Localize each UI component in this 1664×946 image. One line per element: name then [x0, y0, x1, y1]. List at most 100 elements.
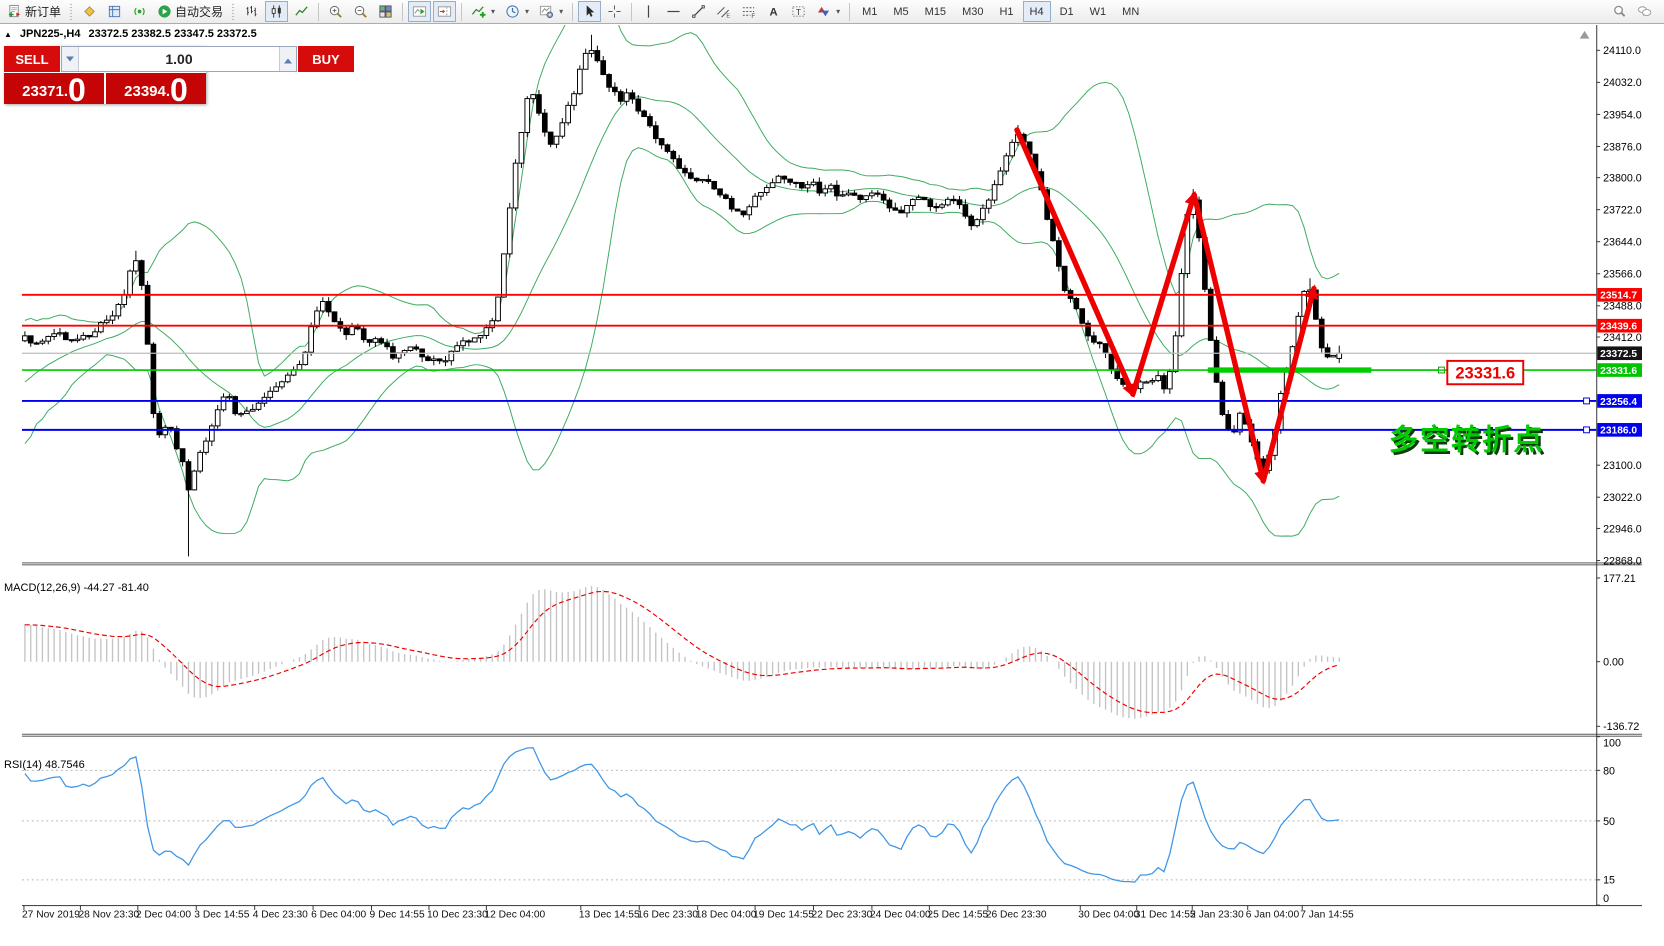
cursor-button[interactable] [578, 1, 602, 22]
collapse-triangle-icon[interactable]: ▲ [4, 29, 12, 39]
timeframe-h4-button[interactable]: H4 [1022, 1, 1051, 22]
timeframe-m30-button[interactable]: M30 [955, 1, 990, 22]
zoom-out-button[interactable] [349, 1, 372, 22]
svg-text:E: E [726, 14, 730, 19]
trade-panel-price-row: 23371. 0 23394. 0 [4, 73, 206, 104]
toolbar-separator [572, 2, 574, 21]
volume-control [61, 46, 297, 72]
svg-text:50: 50 [1603, 816, 1615, 828]
line-chart-icon [295, 6, 308, 16]
svg-text:23100.0: 23100.0 [1603, 460, 1642, 472]
signals-icon [134, 7, 145, 16]
svg-text:27 Nov 2019: 27 Nov 2019 [22, 909, 80, 920]
svg-text:22 Dec 23:30: 22 Dec 23:30 [812, 909, 873, 920]
svg-text:23412.0: 23412.0 [1603, 332, 1642, 344]
sell-price[interactable]: 23371. 0 [4, 73, 104, 104]
svg-text:23954.0: 23954.0 [1603, 109, 1642, 121]
templates-button[interactable] [535, 1, 567, 22]
indicators-icon [471, 6, 486, 18]
buy-price[interactable]: 23394. 0 [106, 73, 206, 104]
svg-text:23439.6: 23439.6 [1600, 322, 1637, 333]
cursor-icon [586, 5, 595, 17]
svg-text:177.21: 177.21 [1603, 573, 1636, 585]
rsi-line [24, 747, 1340, 883]
svg-text:6 Jan 04:00: 6 Jan 04:00 [1246, 909, 1300, 920]
svg-text:19 Dec 14:55: 19 Dec 14:55 [753, 909, 814, 920]
bar-chart-button[interactable] [240, 1, 263, 22]
trendline-button[interactable] [687, 1, 710, 22]
autoscroll-button[interactable] [408, 1, 432, 22]
one-click-trading-panel: SELL BUY 23371. 0 23394. 0 [4, 46, 354, 104]
line-chart-button[interactable] [290, 1, 313, 22]
chart-shift-button[interactable] [433, 1, 457, 22]
market-watch-icon [108, 5, 121, 18]
fibonacci-button[interactable]: F [737, 1, 760, 22]
timeframe-m1-button[interactable]: M1 [855, 1, 884, 22]
text-label-button[interactable]: T [787, 1, 810, 22]
svg-text:T: T [796, 7, 801, 17]
periods-button[interactable] [501, 1, 533, 22]
buy-price-main: 23394. [124, 83, 171, 100]
buy-button[interactable]: BUY [298, 46, 354, 72]
search-button[interactable] [1608, 1, 1631, 22]
hline-objects[interactable] [21, 293, 1597, 434]
auto-trading-button[interactable]: 自动交易 [153, 1, 227, 22]
hline-handle[interactable] [1583, 426, 1590, 434]
svg-text:6 Dec 04:00: 6 Dec 04:00 [311, 909, 366, 920]
arrows-button[interactable] [812, 1, 844, 22]
price-annotation[interactable]: 23331.6 [1371, 359, 1525, 386]
timeframe-d1-button[interactable]: D1 [1053, 1, 1081, 22]
chart-window: 23331.6 多空转折点 多空转折点 24110.0 24032.0 23954.0 23… [0, 25, 1664, 946]
vertical-line-button[interactable] [637, 1, 660, 22]
cn-annotation-text[interactable]: 多空转折点 [1389, 423, 1545, 456]
zoom-out-icon [354, 5, 367, 18]
svg-text:23331.6: 23331.6 [1600, 366, 1637, 377]
svg-text:25 Dec 14:55: 25 Dec 14:55 [927, 909, 988, 920]
text-button[interactable]: A [762, 1, 785, 22]
candlestick-chart-button[interactable] [265, 1, 289, 22]
candlestick-chart-icon [271, 5, 281, 18]
trend-arrow[interactable] [1191, 192, 1268, 485]
svg-text:23800.0: 23800.0 [1603, 173, 1642, 185]
crosshair-button[interactable] [603, 1, 626, 22]
svg-text:23256.4: 23256.4 [1600, 397, 1637, 408]
horizontal-line-button[interactable] [662, 1, 685, 22]
volume-decrease-button[interactable] [62, 47, 79, 71]
volume-input[interactable] [79, 47, 279, 71]
bollinger-bands [24, 25, 1340, 537]
svg-text:23722.0: 23722.0 [1603, 205, 1642, 217]
svg-text:24110.0: 24110.0 [1603, 45, 1641, 57]
trend-arrow[interactable] [1260, 284, 1319, 484]
svg-text:12 Dec 04:00: 12 Dec 04:00 [484, 909, 545, 920]
svg-text:0.00: 0.00 [1603, 657, 1624, 669]
indicators-button[interactable] [467, 1, 499, 22]
rsi-label: RSI(14) 48.7546 [4, 759, 85, 771]
timeframe-h1-button[interactable]: H1 [992, 1, 1020, 22]
hline-handle[interactable] [1583, 397, 1590, 405]
vertical-line-icon [647, 5, 650, 18]
market-watch-button[interactable] [103, 1, 126, 22]
new-order-button[interactable]: 新订单 [3, 1, 65, 22]
trend-arrow[interactable] [1014, 127, 1136, 398]
toolbar-separator [849, 2, 851, 21]
volume-increase-button[interactable] [279, 47, 296, 71]
text-icon: A [770, 7, 778, 19]
chat-button[interactable] [1633, 1, 1656, 22]
zoom-in-button[interactable] [324, 1, 347, 22]
sell-button[interactable]: SELL [4, 46, 60, 72]
timeframe-w1-button[interactable]: W1 [1083, 1, 1114, 22]
timeframe-m15-button[interactable]: M15 [918, 1, 953, 22]
equidistant-channel-button[interactable]: E [712, 1, 735, 22]
trend-arrow[interactable] [1130, 190, 1198, 397]
timeframe-mn-button[interactable]: MN [1115, 1, 1146, 22]
timeframe-m5-button[interactable]: M5 [886, 1, 915, 22]
trend-zigzag-arrows[interactable] [1014, 127, 1319, 485]
signals-button[interactable] [128, 1, 151, 22]
svg-text:24032.0: 24032.0 [1603, 77, 1642, 89]
chart-canvas[interactable]: 23331.6多空转折点多空转折点24110.024032.023954.023… [0, 25, 1664, 946]
tile-windows-button[interactable] [374, 1, 397, 22]
chart-profile-button[interactable] [78, 1, 101, 22]
sell-price-big-digit: 0 [68, 73, 86, 104]
candles-layer [22, 34, 1343, 557]
price-tag-23186.0 [1597, 423, 1643, 437]
